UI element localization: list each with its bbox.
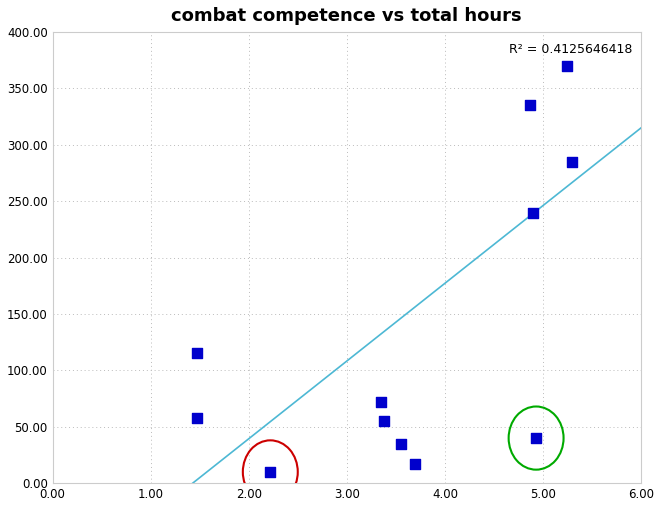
Point (410, 460, 421, 468)
Point (528, 208, 539, 216)
Point (395, 439, 406, 448)
Point (192, 414, 202, 422)
Point (192, 350, 202, 358)
Point (567, 157, 578, 166)
Title: combat competence vs total hours: combat competence vs total hours (171, 7, 522, 25)
Point (265, 468, 276, 476)
Point (563, 62, 573, 70)
Point (376, 398, 387, 406)
Point (531, 434, 541, 442)
Point (379, 417, 389, 425)
Text: R² = 0.4125646418: R² = 0.4125646418 (509, 43, 632, 56)
Point (525, 101, 535, 109)
